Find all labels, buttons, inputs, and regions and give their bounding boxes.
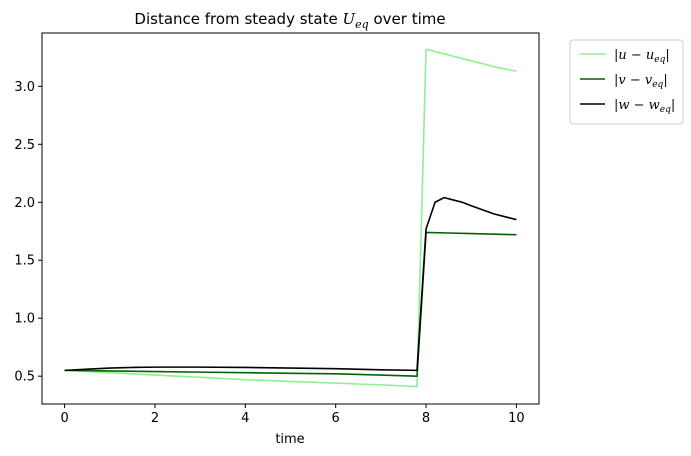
series-layer <box>64 48 517 388</box>
y-tick-label: 1.0 <box>14 312 35 327</box>
legend-label-3: |w − weq| <box>614 98 675 115</box>
legend: |u − ueq| |v − veq| |w − weq| <box>569 39 684 125</box>
x-tick-label: 8 <box>422 411 430 426</box>
series-line-2 <box>64 231 517 377</box>
series-line-1 <box>64 48 517 388</box>
y-tick-label: 2.0 <box>14 196 35 211</box>
legend-box <box>569 39 684 125</box>
legend-label-1: |u − ueq| <box>614 48 670 65</box>
chart-title: Distance from steady state Ueq over time <box>134 10 445 31</box>
x-tick-label: 4 <box>241 411 249 426</box>
x-axis-label: time <box>275 432 304 447</box>
x-tick-label: 6 <box>332 411 340 426</box>
legend-label-2: |v − veq| <box>614 73 668 90</box>
x-tick-label: 0 <box>60 411 68 426</box>
series-line-3 <box>64 196 517 372</box>
y-tick-label: 2.5 <box>14 138 35 153</box>
x-tick-label: 10 <box>508 411 525 426</box>
y-tick-label: 3.0 <box>14 80 35 95</box>
ticks-layer: 0 2 4 6 8 10 0.5 1.0 1.5 2.0 2.5 3.0 <box>14 80 524 426</box>
y-tick-label: 1.5 <box>14 254 35 269</box>
plot-area <box>42 33 539 404</box>
x-tick-label: 2 <box>151 411 159 426</box>
y-tick-label: 0.5 <box>14 370 35 385</box>
plot-frame <box>41 32 540 405</box>
